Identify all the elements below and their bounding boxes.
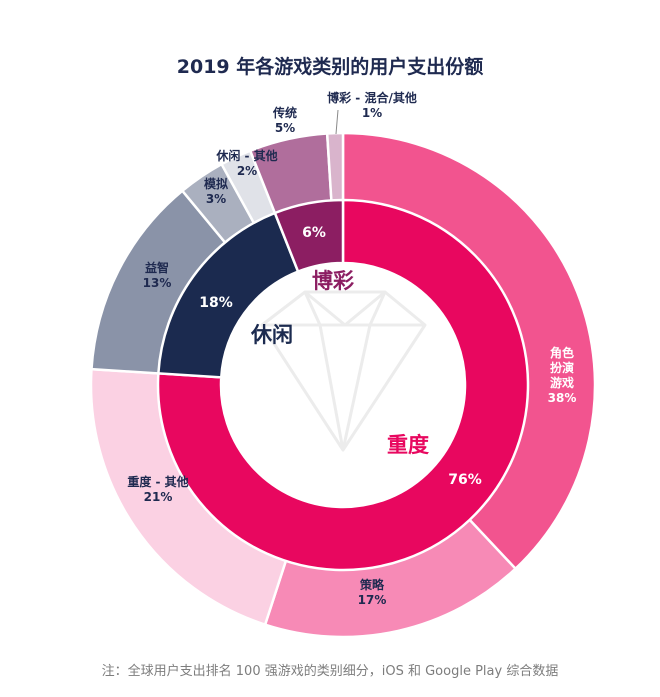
outer-ring xyxy=(89,131,597,639)
diamond-icon xyxy=(260,290,427,452)
inner-category-2: 博彩 xyxy=(312,269,354,293)
inner-slice-2 xyxy=(273,198,345,274)
inner-slice-0 xyxy=(156,198,530,572)
outer-label-5: 休闲 - 其他 xyxy=(215,148,277,163)
outer-label-1: 策略 xyxy=(360,577,385,592)
outer-value-5: 2% xyxy=(237,164,257,178)
outer-label-0: 游戏 xyxy=(550,375,574,390)
outer-label-3: 益智 xyxy=(145,260,169,275)
inner-category-0: 重度 xyxy=(387,433,429,457)
chart-title: 2019 年各游戏类别的用户支出份额 xyxy=(176,56,484,78)
leader-line xyxy=(335,109,339,135)
outer-value-2: 21% xyxy=(144,490,173,504)
outer-value-6: 5% xyxy=(275,121,295,135)
outer-label-2: 重度 - 其他 xyxy=(127,474,188,489)
outer-value-3: 13% xyxy=(143,276,172,290)
inner-ring xyxy=(156,198,530,572)
inner-value-1: 18% xyxy=(199,295,233,311)
outer-label-0: 扮演 xyxy=(550,360,574,375)
outer-value-1: 17% xyxy=(358,593,387,607)
inner-value-2: 6% xyxy=(302,225,326,241)
outer-label-0: 角色 xyxy=(550,345,574,360)
outer-label-4: 模拟 xyxy=(204,176,228,191)
outer-value-0: 38% xyxy=(548,391,577,405)
outer-value-4: 3% xyxy=(206,192,226,206)
inner-category-1: 休闲 xyxy=(250,323,293,347)
inner-value-0: 76% xyxy=(448,472,482,488)
outer-label-6: 传统 xyxy=(272,105,297,120)
footnote: 注：全球用户支出排名 100 强游戏的类别细分，iOS 和 Google Pla… xyxy=(101,664,559,679)
outer-label-7: 博彩 - 混合/其他 xyxy=(327,90,417,105)
outer-value-7: 1% xyxy=(362,106,382,120)
